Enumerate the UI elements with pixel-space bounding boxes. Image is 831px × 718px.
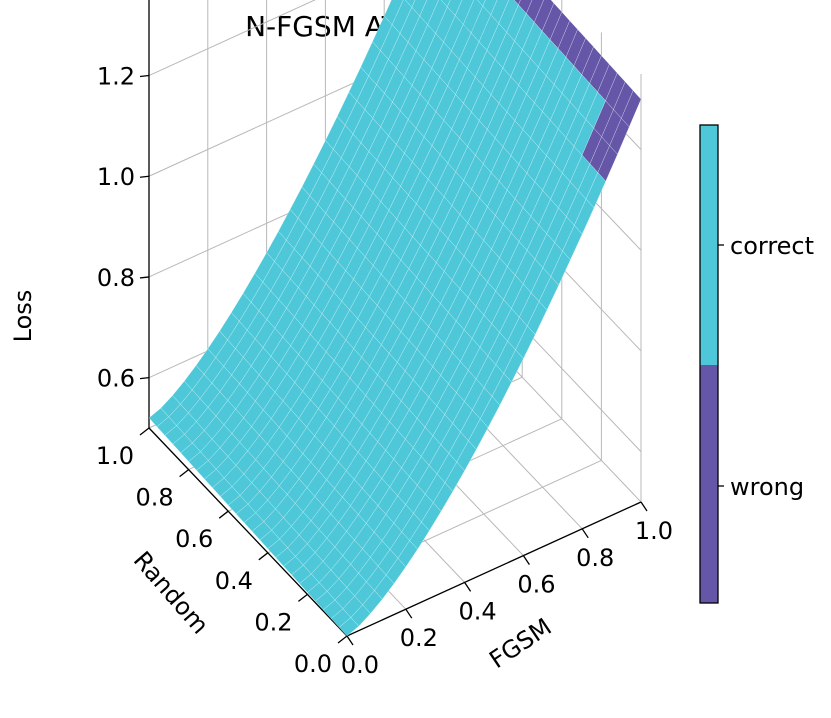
colorbar-label-wrong: wrong (730, 473, 804, 501)
y-tick-label: 0.8 (136, 484, 174, 512)
y-tick-label: 1.0 (96, 442, 134, 470)
surface-patch-correct (148, 407, 170, 428)
y-axis-line (148, 427, 348, 637)
x-tick (405, 608, 413, 619)
z-tick-label: 1.2 (97, 63, 135, 91)
tick-labels: 0.00.20.40.60.81.00.00.20.40.60.81.00.60… (96, 63, 673, 679)
x-tick (640, 501, 648, 512)
x-tick (346, 635, 354, 646)
x-tick-label: 0.2 (400, 624, 438, 652)
x-tick-label: 1.0 (635, 517, 673, 545)
y-tick (258, 552, 269, 561)
z-tick-label: 0.6 (97, 365, 135, 393)
surface-patch-wrong (513, 0, 521, 6)
y-axis-label: Random (128, 546, 214, 639)
x-tick-label: 0.0 (341, 651, 379, 679)
y-tick (298, 593, 308, 602)
colorbar-wrong-segment (700, 365, 718, 603)
y-tick (179, 469, 189, 478)
grid-line-z-back (148, 0, 316, 76)
y-tick-label: 0.0 (294, 650, 332, 678)
x-tick (581, 528, 589, 539)
x-tick (464, 582, 472, 592)
x-tick-label: 0.4 (459, 597, 497, 625)
z-axis-label: Loss (9, 290, 37, 343)
y-tick-label: 0.2 (254, 608, 292, 636)
z-tick-label: 0.8 (97, 264, 135, 292)
axes (148, 0, 642, 637)
colorbar-correct-segment (700, 125, 718, 365)
x-tick-label: 0.8 (576, 544, 614, 572)
y-tick (337, 635, 348, 644)
y-tick-label: 0.4 (215, 567, 253, 595)
z-tick (139, 175, 150, 178)
x-tick-label: 0.6 (517, 571, 555, 599)
colorbar-label-correct: correct (730, 232, 814, 260)
y-tick-label: 0.6 (175, 525, 213, 553)
z-tick (139, 74, 150, 78)
colorbar-border (699, 124, 719, 604)
z-tick (139, 276, 150, 279)
colorbar: correct wrong (699, 124, 814, 604)
y-tick (139, 427, 150, 436)
z-tick-label: 1.0 (97, 163, 135, 191)
x-tick (522, 555, 530, 565)
x-axis-line (346, 501, 642, 637)
y-tick (218, 510, 229, 519)
z-tick (139, 377, 150, 380)
loss-surface (148, 0, 642, 637)
